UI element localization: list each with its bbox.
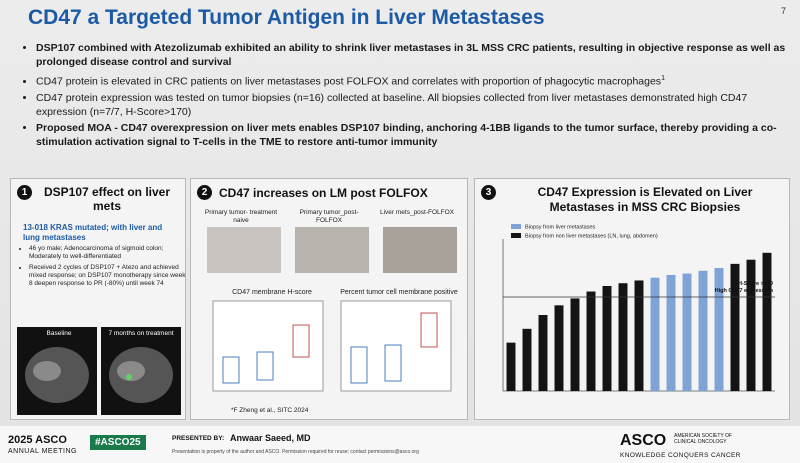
panel-title: CD47 increases on LM post FOLFOX	[219, 186, 428, 200]
bar	[522, 328, 532, 391]
logo: ASCO	[620, 432, 667, 449]
society: AMERICAN SOCIETY OF CLINICAL ONCOLOGY	[674, 433, 732, 445]
plot-frame	[212, 300, 324, 392]
legend-label: Biopsy from non liver metastases (LN, lu…	[525, 233, 658, 239]
bullet-list: DSP107 combined with Atezolizumab exhibi…	[20, 42, 796, 152]
bullet: Proposed MOA - CD47 overexpression on li…	[36, 122, 796, 149]
bar	[570, 298, 580, 391]
superscript: 1	[661, 75, 665, 82]
bar	[698, 270, 708, 391]
histology-image	[383, 227, 457, 273]
panel-number: 1	[17, 185, 32, 200]
bullet: CD47 protein expression was tested on tu…	[36, 92, 796, 119]
bar	[634, 280, 644, 391]
bar	[746, 259, 756, 391]
histology-image	[207, 227, 281, 273]
notice: Presentation is property of the author a…	[172, 449, 419, 455]
bar	[538, 315, 548, 391]
annotation: H-Score >150	[738, 281, 773, 287]
point: Received 2 cycles of DSP107 + Atezo and …	[29, 264, 187, 288]
point-list: 46 yo male; Adenocarcinoma of sigmoid co…	[19, 245, 187, 288]
image-label: 7 months on treatment	[108, 330, 174, 337]
panel-title: DSP107 effect on liver mets	[43, 185, 171, 213]
legend-swatch	[511, 224, 521, 229]
tagline: KNOWLEDGE CONQUERS CANCER	[620, 452, 741, 459]
box-shape	[420, 312, 438, 348]
image-label: Primary tumor- treatment naive	[204, 209, 278, 224]
box-shape	[350, 346, 368, 384]
panel-number: 3	[481, 185, 496, 200]
box-shape	[256, 351, 274, 381]
scan-shape	[117, 361, 145, 381]
hashtag: #ASCO25	[90, 435, 146, 450]
annotation: High CD47 expression	[715, 288, 774, 294]
scan-shape	[33, 361, 61, 381]
bar	[714, 268, 724, 391]
meeting-name: ANNUAL MEETING	[8, 448, 77, 455]
scan-marker	[126, 374, 132, 380]
box-shape	[384, 344, 402, 382]
image-label: Liver mets_post-FOLFOX	[379, 209, 455, 216]
panel2-graphics	[207, 227, 457, 392]
footer: 2025 ASCO ANNUAL MEETING #ASCO25 PRESENT…	[0, 426, 800, 463]
panel: 3 CD47 Expression is Elevated on Liver M…	[474, 178, 790, 420]
bar	[666, 274, 676, 391]
histology-image	[295, 227, 369, 273]
legend-swatch	[511, 233, 521, 238]
plot-title: Percent tumor cell membrane positive	[340, 289, 458, 296]
bar	[506, 342, 516, 391]
chart: Biopsy from liver metastases Biopsy from …	[502, 224, 775, 392]
page-number: 7	[780, 6, 786, 16]
bullet: DSP107 combined with Atezolizumab exhibi…	[36, 42, 796, 69]
chart-title: CD47 Expression is Elevated on Liver Met…	[537, 185, 753, 214]
bullet-text: DSP107 combined with Atezolizumab exhibi…	[36, 42, 786, 68]
citation: *F Zheng et al., SITC 2024	[231, 407, 309, 414]
bar	[554, 305, 564, 391]
panel: 2 CD47 increases on LM post FOLFOX Prima…	[190, 178, 468, 420]
panel-number: 2	[197, 185, 212, 200]
meeting-year: 2025 ASCO	[8, 434, 67, 446]
bullet-text: CD47 protein is elevated in CRC patients…	[36, 75, 662, 88]
bullet-text: CD47 protein expression was tested on tu…	[36, 92, 748, 118]
point: 46 yo male; Adenocarcinoma of sigmoid co…	[29, 245, 187, 261]
panel: 1 DSP107 effect on liver mets 13-018 KRA…	[10, 178, 186, 420]
plot-title: CD47 membrane H-score	[232, 289, 312, 296]
presenter-label: PRESENTED BY:	[172, 435, 225, 442]
plot-frame	[340, 300, 452, 392]
image-label: Primary tumor_post-FOLFOX	[299, 209, 359, 224]
bar	[586, 291, 596, 391]
box-shape	[292, 324, 310, 358]
bar	[602, 285, 612, 391]
bar	[618, 283, 628, 391]
bar	[730, 263, 740, 391]
image-label: Baseline	[46, 330, 72, 337]
bar	[682, 273, 692, 391]
box-shape	[222, 356, 240, 384]
bullet: CD47 protein is elevated in CRC patients…	[36, 72, 796, 89]
panel-subtitle: 13-018 KRAS mutated; with liver and lung…	[23, 223, 163, 242]
bar	[650, 277, 660, 391]
slide-title: CD47 a Targeted Tumor Antigen in Liver M…	[28, 6, 545, 29]
legend-label: Biopsy from liver metastases	[525, 224, 596, 230]
scan-images	[17, 327, 181, 415]
bar	[762, 252, 772, 391]
bullet-text: Proposed MOA - CD47 overexpression on li…	[36, 122, 777, 148]
presenter: Anwaar Saeed, MD	[230, 433, 311, 443]
